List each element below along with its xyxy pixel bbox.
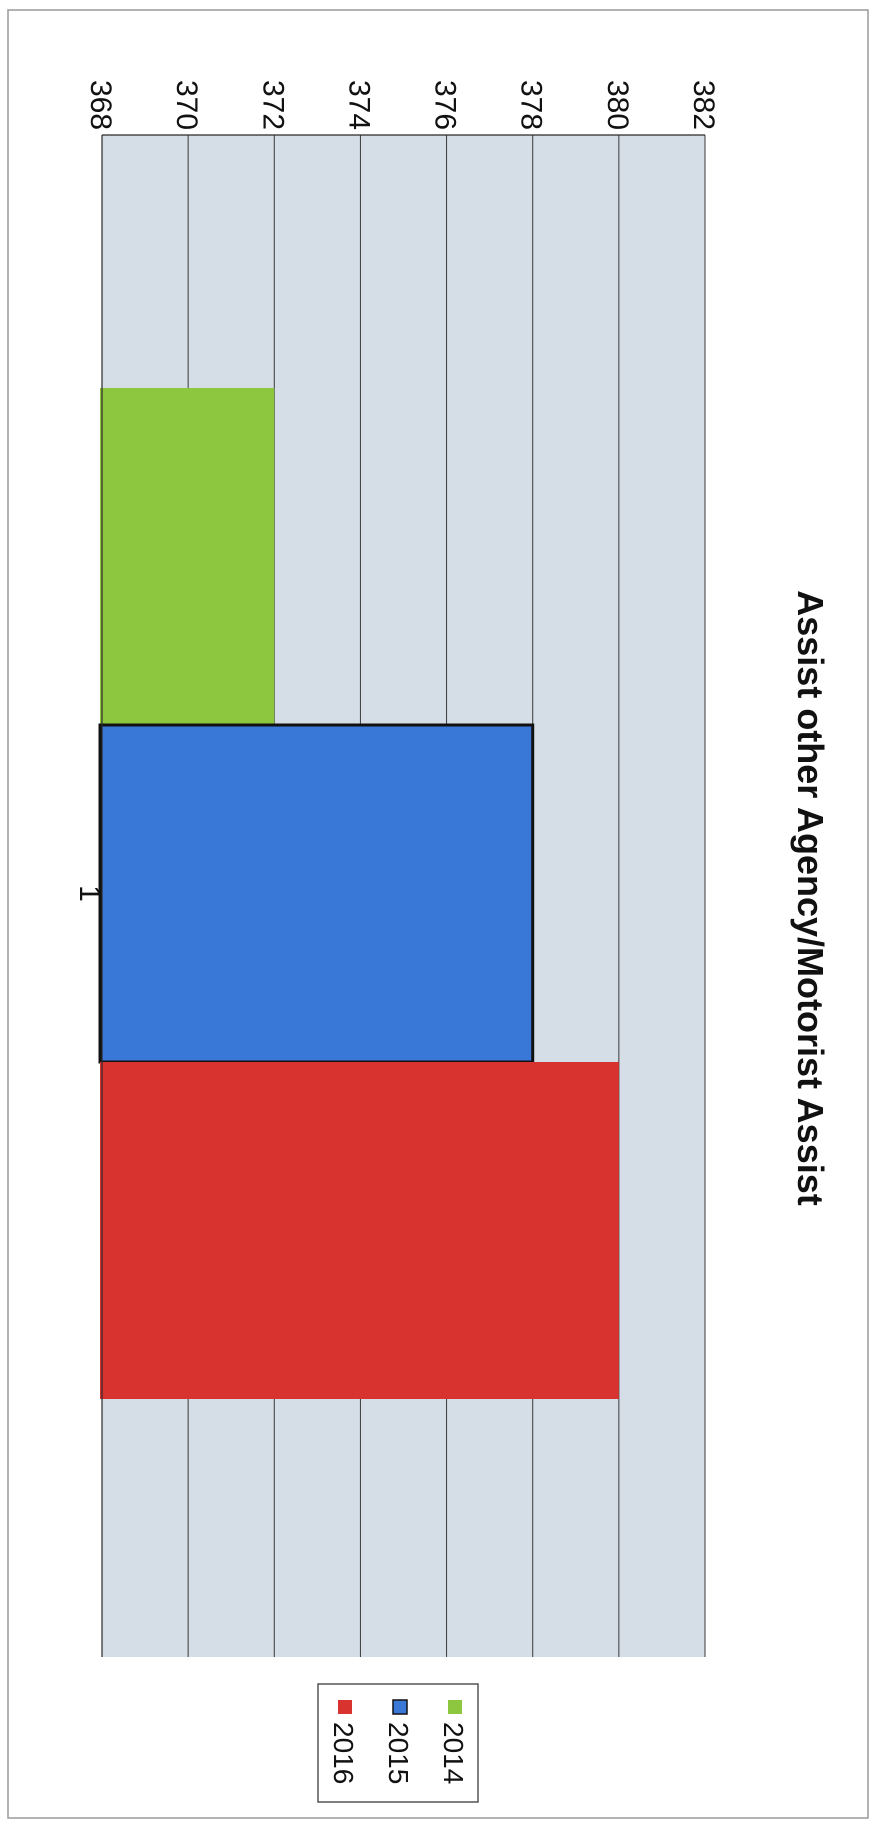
legend-label-2016: 2016 [328,1722,359,1784]
category-label: 1 [73,885,106,902]
bar-2015 [98,723,535,1064]
legend: 2014 2015 2016 [317,1683,479,1803]
legend-swatch-2014 [448,1700,462,1714]
tick-label: 376 [429,80,462,130]
tick-label: 368 [84,80,117,130]
tick-label: 382 [687,80,720,130]
tick-label: 380 [601,80,634,130]
tick-label: 378 [515,80,548,130]
legend-label-2015: 2015 [383,1722,414,1784]
chart-title: Assist other Agency/Motorist Assist [790,590,831,1205]
legend-swatch-2015 [392,1699,408,1715]
tick-label: 374 [342,80,375,130]
bar-2014 [100,388,275,725]
legend-label-2014: 2014 [438,1722,469,1784]
legend-swatch-2016 [338,1700,352,1714]
tick-label: 372 [256,80,289,130]
tick-label: 370 [170,80,203,130]
axes: 368 370 372 374 376 378 380 382 1 [73,80,720,1657]
bar-2016 [100,1062,619,1399]
bars [98,388,619,1399]
